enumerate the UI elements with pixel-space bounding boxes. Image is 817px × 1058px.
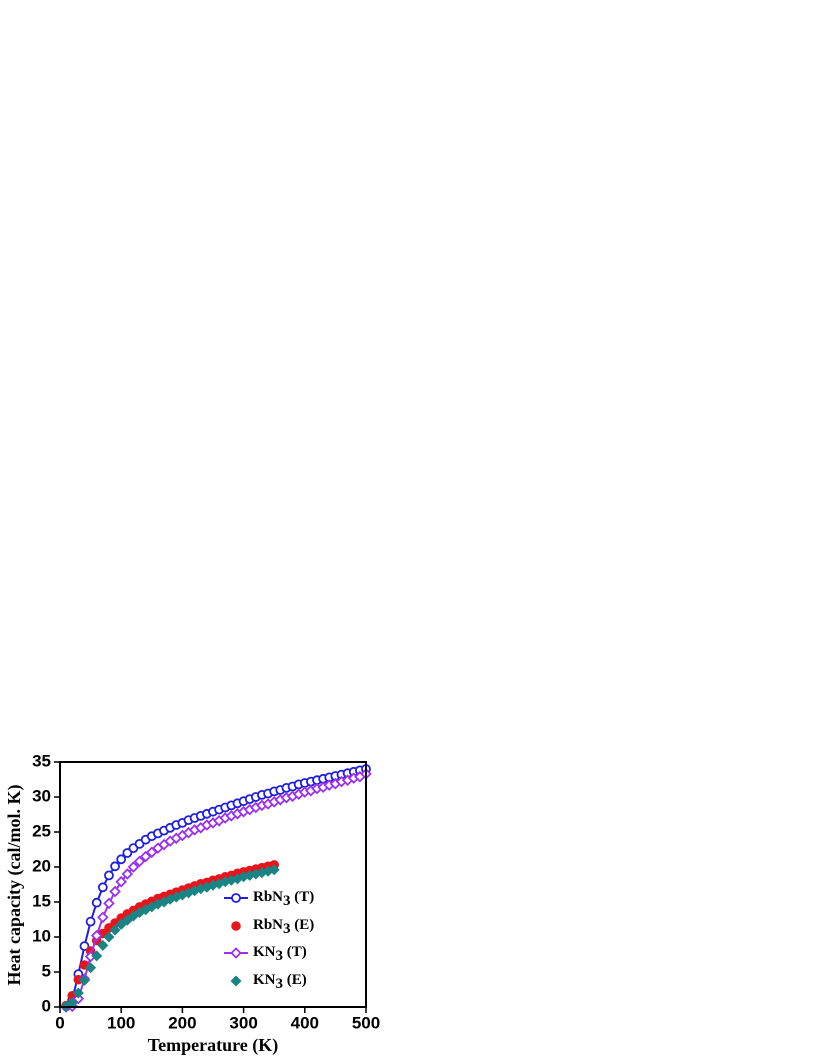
marker	[97, 882, 108, 893]
y-tick-label: 5	[42, 961, 51, 980]
legend-marker	[230, 975, 242, 987]
marker	[79, 941, 90, 951]
marker	[109, 924, 121, 936]
marker	[127, 861, 140, 873]
x-tick-label: 300	[229, 1013, 257, 1032]
marker	[97, 911, 109, 924]
plot-area	[60, 764, 372, 1013]
y-axis-label: Heat capacity (cal/mol. K)	[4, 785, 25, 986]
y-tick-label: 35	[32, 751, 51, 770]
marker	[268, 864, 280, 876]
marker	[90, 929, 103, 942]
legend-label: KN3 (T)	[253, 944, 307, 964]
marker	[72, 987, 84, 999]
marker	[91, 897, 102, 908]
legend-marker	[231, 893, 241, 903]
x-tick-label: 500	[352, 1013, 380, 1032]
marker	[122, 848, 133, 858]
marker	[85, 916, 96, 927]
legend-label: RbN3 (E)	[253, 917, 314, 937]
marker	[115, 875, 127, 888]
marker	[139, 850, 152, 863]
plot-frame	[59, 761, 367, 1008]
x-tick-label: 100	[107, 1013, 135, 1032]
x-tick-label: 200	[168, 1013, 196, 1032]
marker	[85, 962, 97, 974]
legend-marker	[231, 921, 241, 931]
y-tick-label: 25	[32, 821, 51, 840]
marker	[78, 974, 90, 986]
y-tick-label: 20	[32, 856, 51, 875]
marker	[116, 854, 127, 865]
marker	[66, 997, 78, 1009]
x-tick-label: 0	[55, 1013, 64, 1032]
marker	[104, 870, 114, 881]
x-axis-label: Temperature (K)	[148, 1035, 278, 1056]
marker	[103, 897, 115, 910]
marker	[72, 992, 85, 1005]
legend-marker	[230, 947, 242, 959]
x-tick-label: 400	[291, 1013, 319, 1032]
marker	[121, 868, 134, 880]
marker	[97, 939, 109, 951]
marker	[103, 931, 115, 943]
marker	[110, 861, 120, 872]
y-tick-label: 10	[32, 926, 51, 945]
legend-label: KN3 (E)	[253, 972, 307, 992]
y-tick-label: 0	[42, 996, 51, 1015]
legend-label: RbN3 (T)	[253, 889, 314, 909]
y-tick-label: 15	[32, 891, 51, 910]
marker	[146, 846, 158, 859]
marker	[121, 914, 133, 926]
marker	[91, 950, 103, 962]
marker	[109, 885, 121, 898]
series-line	[65, 768, 367, 1007]
marker	[133, 855, 146, 868]
y-tick-label: 30	[32, 786, 51, 805]
